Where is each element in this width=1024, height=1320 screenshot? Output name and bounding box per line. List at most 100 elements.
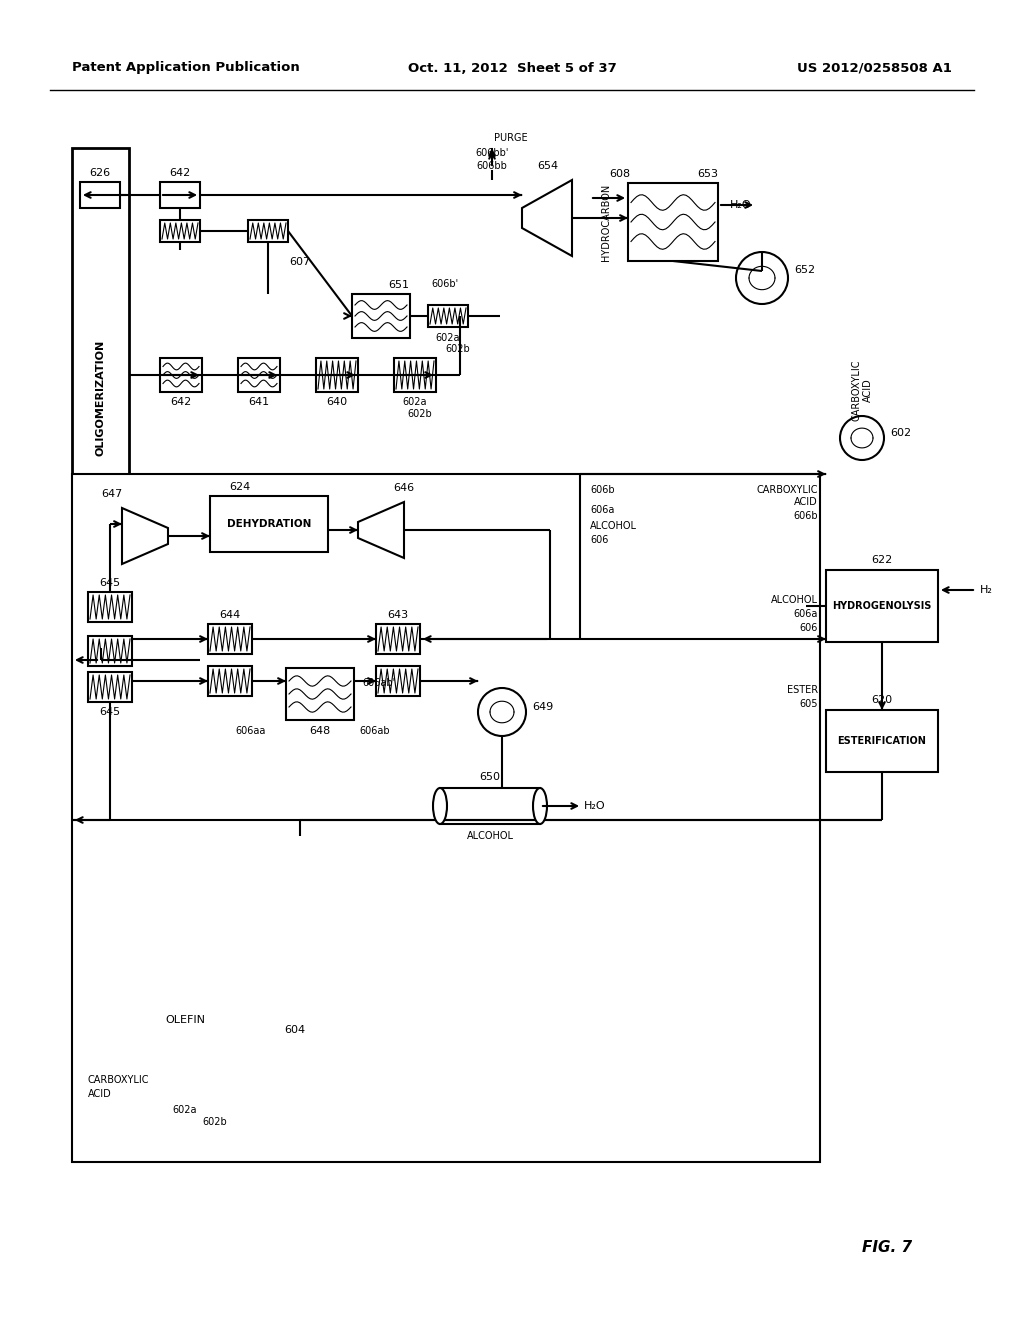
Bar [316, 358, 358, 392]
Polygon shape [522, 180, 572, 256]
Text: ESTERIFICATION: ESTERIFICATION [838, 737, 927, 746]
Text: ACID: ACID [795, 498, 818, 507]
Bar [160, 220, 200, 242]
Text: 642: 642 [169, 168, 190, 178]
Text: H₂O: H₂O [584, 801, 606, 810]
Polygon shape [358, 502, 404, 558]
Text: 622: 622 [871, 554, 893, 565]
Text: 605: 605 [800, 700, 818, 709]
Bar [160, 182, 200, 209]
Bar [72, 474, 820, 1162]
Text: 626: 626 [89, 168, 111, 178]
Bar [628, 183, 718, 261]
Text: 606: 606 [800, 623, 818, 634]
Bar [286, 668, 354, 719]
Text: 620: 620 [871, 696, 893, 705]
Bar [394, 358, 436, 392]
Text: Oct. 11, 2012  Sheet 5 of 37: Oct. 11, 2012 Sheet 5 of 37 [408, 62, 616, 74]
Text: US 2012/0258508 A1: US 2012/0258508 A1 [797, 62, 952, 74]
Text: 606bb': 606bb' [475, 148, 509, 158]
Text: 606a: 606a [794, 609, 818, 619]
Text: 608: 608 [609, 169, 631, 180]
Text: 651: 651 [388, 280, 410, 290]
Text: CARBOXYLIC: CARBOXYLIC [757, 484, 818, 495]
Text: PURGE: PURGE [494, 133, 527, 143]
Text: 602a: 602a [402, 397, 427, 407]
Text: CARBOXYLIC: CARBOXYLIC [88, 1074, 150, 1085]
Bar [826, 570, 938, 642]
Text: 653: 653 [697, 169, 719, 180]
Text: 604: 604 [285, 1026, 305, 1035]
Bar [208, 624, 252, 653]
Bar [352, 294, 410, 338]
Text: 602a: 602a [172, 1105, 197, 1115]
Text: 606ab': 606ab' [362, 678, 395, 688]
Text: ESTER: ESTER [786, 685, 818, 696]
Text: ALCOHOL: ALCOHOL [467, 832, 513, 841]
Bar [376, 667, 420, 696]
Text: Patent Application Publication: Patent Application Publication [72, 62, 300, 74]
Text: FIG. 7: FIG. 7 [862, 1241, 912, 1255]
Text: 654: 654 [538, 161, 558, 172]
Text: 606: 606 [590, 535, 608, 545]
Bar [440, 788, 540, 824]
Text: OLIGOMERIZATION: OLIGOMERIZATION [95, 339, 105, 457]
Text: DEHYDRATION: DEHYDRATION [226, 519, 311, 529]
Text: 645: 645 [99, 578, 121, 587]
Text: 602b: 602b [408, 409, 432, 418]
Bar [428, 305, 468, 327]
Text: 641: 641 [249, 397, 269, 407]
Text: 602b: 602b [202, 1117, 226, 1127]
Text: 607: 607 [290, 257, 310, 267]
Circle shape [840, 416, 884, 459]
Text: 648: 648 [309, 726, 331, 737]
Circle shape [478, 688, 526, 737]
Text: 606aa: 606aa [236, 726, 266, 737]
Text: OLEFIN: OLEFIN [165, 1015, 205, 1026]
Text: 646: 646 [393, 483, 415, 492]
Text: H₂: H₂ [980, 585, 992, 595]
Text: 650: 650 [479, 772, 501, 781]
Bar [80, 182, 120, 209]
Text: 649: 649 [532, 702, 553, 711]
Text: 642: 642 [170, 397, 191, 407]
Text: 606b: 606b [794, 511, 818, 521]
Text: 606ab: 606ab [359, 726, 389, 737]
Text: 643: 643 [387, 610, 409, 620]
Ellipse shape [433, 788, 447, 824]
Text: ACID: ACID [88, 1089, 112, 1100]
Polygon shape [122, 508, 168, 564]
Text: 624: 624 [229, 482, 251, 492]
Bar [826, 710, 938, 772]
Text: 640: 640 [327, 397, 347, 407]
Text: ALCOHOL: ALCOHOL [771, 595, 818, 605]
Text: H₂O: H₂O [730, 201, 752, 210]
Text: 652: 652 [794, 265, 815, 275]
Bar [160, 358, 202, 392]
Text: 602b: 602b [445, 345, 470, 354]
Text: 606a: 606a [590, 506, 614, 515]
Bar [208, 667, 252, 696]
Text: HYDROGENOLYSIS: HYDROGENOLYSIS [833, 601, 932, 611]
Bar [376, 624, 420, 653]
Text: CARBOXYLIC
ACID: CARBOXYLIC ACID [851, 359, 872, 421]
Text: 602: 602 [890, 428, 911, 438]
Bar [248, 220, 288, 242]
Bar [88, 591, 132, 622]
Bar [238, 358, 280, 392]
Text: 606bb: 606bb [476, 161, 508, 172]
Text: 602a: 602a [436, 333, 460, 343]
Bar [88, 672, 132, 702]
Ellipse shape [534, 788, 547, 824]
Circle shape [736, 252, 788, 304]
Text: 606b': 606b' [431, 279, 459, 289]
Bar [72, 148, 129, 648]
Text: 644: 644 [219, 610, 241, 620]
Text: HYDROCARBON: HYDROCARBON [601, 183, 611, 260]
Bar [88, 636, 132, 667]
Text: 606b: 606b [590, 484, 614, 495]
Bar [210, 496, 328, 552]
Text: 645: 645 [99, 708, 121, 717]
Text: ALCOHOL: ALCOHOL [590, 521, 637, 531]
Text: 647: 647 [101, 488, 123, 499]
